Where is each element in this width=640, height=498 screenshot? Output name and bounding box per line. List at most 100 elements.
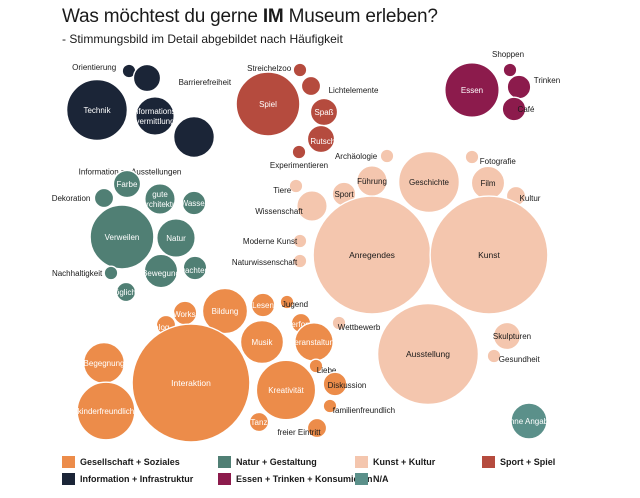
bubbles-layer: Orientierung Barrierefreiheit Technik Infor… [52, 50, 560, 443]
bubble-label-nachhaltigkeit: Nachhaltigkeit [52, 269, 103, 278]
bubble-interaktion [131, 323, 251, 443]
bubble-familienfreundlich [322, 398, 338, 414]
bubble-label-lichtelemente: Lichtelemente [329, 86, 379, 95]
bubble-label-interaktion: Interaktion [171, 378, 211, 388]
bubble-rutsche [306, 124, 336, 154]
bubble-label-tanz: Tanz [251, 418, 268, 427]
bubble-label-naturwissenschaft: Naturwissenschaft [232, 258, 298, 267]
bubble-label-informations-vermittlung: Informations-vermittlung [132, 107, 179, 126]
bubble-skulpturen [492, 321, 522, 351]
bubble-label-technik: Technik [83, 106, 111, 115]
bubble-technik [65, 78, 129, 142]
bubble-verweilen [89, 204, 155, 270]
bubble-label-streichelzoo: Streichelzoo [247, 64, 292, 73]
legend-swatch-natur-gestaltung [218, 456, 231, 468]
bubble-label-diskussion: Diskussion [328, 381, 367, 390]
bubble-archaeologie [379, 148, 395, 164]
bubble-caf [501, 96, 527, 122]
bubble-trinken [506, 74, 532, 100]
legend-swatch-sport-spiel [482, 456, 495, 468]
bubble-tanz [248, 411, 270, 433]
bubble-label-geschichte: Geschichte [409, 178, 450, 187]
bubble-geschichte [397, 150, 461, 214]
bubble-label-bildung: Bildung [212, 307, 239, 316]
bubble-label-workshop: Workshop [173, 310, 209, 319]
bubble-nachhaltigkeit [103, 265, 119, 281]
bubble-streichelzoo [292, 62, 308, 78]
bubble-label-wasser: Wasser [181, 199, 208, 208]
legend-label-kunst-kultur: Kunst + Kultur [373, 457, 436, 467]
bubble-label-experimentieren: Experimentieren [270, 161, 328, 170]
bubble-label-natur: Natur [166, 234, 186, 243]
bubble-label-shoppen: Shoppen [492, 50, 524, 59]
legend-label-information-infrastruktur: Information + Infrastruktur [80, 474, 194, 484]
bubble-jugend [279, 294, 295, 310]
bubble-moderne-kunst [292, 233, 308, 249]
bubble-ohne-angabe [510, 402, 548, 440]
bubble-label-liebe: Liebe [317, 366, 337, 375]
chart-subtitle: - Stimmungsbild im Detail abgebildet nac… [62, 32, 343, 46]
bubble-natur [156, 218, 196, 258]
bubble-label-moderne-kunst: Moderne Kunst [243, 237, 298, 246]
legend-swatch-gesellschaft-soziales [62, 456, 75, 468]
bubble-naturwissenschaft [292, 253, 308, 269]
bubble-label-sport: Sport [334, 190, 354, 199]
bubble-gute-architektur [144, 183, 176, 215]
bubble-label-kunst: Kunst [478, 250, 500, 260]
bubble-wasser [181, 190, 207, 216]
bubble-label-ausstellung: Ausstellung [406, 349, 450, 359]
chart-title: Was möchtest du gerne IM Museum erleben? [62, 6, 438, 28]
legend-label-gesellschaft-soziales: Gesellschaft + Soziales [80, 457, 180, 467]
title-text-end: Museum erleben? [283, 6, 438, 27]
bubble-label-sitzmoeglichkeiten: Sitzmöglichkeiten [95, 288, 157, 297]
bubble-freier-eintritt [306, 417, 328, 439]
bubble-label-musik: Musik [252, 338, 274, 347]
bubble-label-fuehrung: Führung [357, 177, 387, 186]
bubble-label-dachterrasse: Dachterrasse [179, 266, 227, 275]
bubble-experimentieren [291, 144, 307, 160]
legend-swatch-information-infrastruktur [62, 473, 75, 485]
bubble-spiel [235, 71, 301, 137]
bubble-wettbewerb [331, 315, 347, 331]
bubble-label-familienfreundlich: familienfreundlich [333, 406, 395, 415]
bubble-label-caf: Café [518, 105, 535, 114]
bubble-label-orientierung: Orientierung [72, 63, 116, 72]
bubble-label-kreativitaet: Kreativität [268, 386, 304, 395]
legend-swatch-n-a [355, 473, 368, 485]
bubble-label-barrierefreiheit: Barrierefreiheit [179, 78, 232, 87]
bubble-label-begegnung: Begegnung [84, 359, 125, 368]
bubble-information-zu-ausstellungen [172, 115, 216, 159]
bubble-label-film: Film [480, 179, 495, 188]
bubble-label-wissenschaft: Wissenschaft [255, 207, 303, 216]
title-emphasis: IM [262, 6, 284, 27]
bubble-label-kinderfreundlich: kinderfreundlich [78, 407, 134, 416]
bubble-sitzmoeglichkeiten [115, 281, 137, 303]
bubble-musik [239, 319, 285, 365]
bubble-label-trinken: Trinken [534, 76, 560, 85]
bubble-label-archaeologie: Archäologie [335, 152, 378, 161]
bubble-bewegung [143, 253, 179, 289]
bubble-label-kultur: Kultur [520, 194, 541, 203]
bubble-label-dialog: Dialog [147, 323, 170, 332]
bubble-barrierefreiheit [132, 63, 162, 93]
bubble-lichtelemente [300, 75, 322, 97]
bubble-label-bewegung: Bewegung [142, 269, 180, 278]
bubble-kreativitaet [255, 359, 317, 421]
legend-label-sport-spiel: Sport + Spiel [500, 457, 555, 467]
bubble-tiere [288, 178, 304, 194]
bubble-label-veranstaltung: Veranstaltung [290, 338, 339, 347]
bubble-label-freier-eintritt: freier Eintritt [277, 428, 321, 437]
bubble-label-tiere: Tiere [273, 186, 291, 195]
bubble-label-gute-architektur: gute Architektur [141, 190, 180, 209]
bubble-gesundheit [486, 348, 502, 364]
bubble-diskussion [322, 371, 348, 397]
legend-swatch-essen-trinken-konsumieren [218, 473, 231, 485]
bubble-lesen [250, 292, 276, 318]
bubble-label-verweilen: Verweilen [105, 233, 140, 242]
bubble-label-wettbewerb: Wettbewerb [338, 323, 381, 332]
bubble-essen [444, 62, 500, 118]
bubble-informations-vermittlung [135, 96, 175, 136]
bubble-label-jugend: Jugend [282, 300, 308, 309]
legend: Gesellschaft + Soziales Natur + Gestaltun… [62, 456, 555, 485]
bubble-label-ohne-angabe: ohne Angabe [505, 417, 553, 426]
